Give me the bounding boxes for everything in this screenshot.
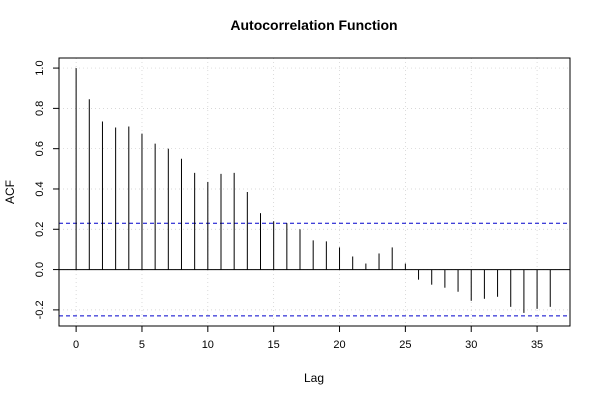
- y-axis-label: ACF: [3, 180, 17, 204]
- y-tick-label: 0.8: [34, 101, 46, 116]
- x-axis-label: Lag: [304, 371, 324, 385]
- x-tick-label: 25: [399, 339, 411, 351]
- x-tick-label: 0: [73, 339, 79, 351]
- x-tick-label: 35: [531, 339, 543, 351]
- confidence-bounds: [59, 222, 570, 317]
- y-tick-label: 0.4: [34, 181, 46, 196]
- x-tick-label: 10: [202, 339, 214, 351]
- y-tick-label: 1.0: [34, 60, 46, 75]
- y-tick-label: -0.2: [34, 300, 46, 319]
- y-tick-label: 0.0: [34, 262, 46, 277]
- y-tick-label: 0.2: [34, 222, 46, 237]
- grid-lines: [59, 58, 570, 326]
- acf-bars: [75, 68, 551, 313]
- x-tick-label: 5: [139, 339, 145, 351]
- axes: 0 5 10 15 20 25 30 35 -0.2 0.0 0.2 0.4 0.6 0.8 1.0: [34, 60, 543, 351]
- x-tick-label: 30: [465, 339, 477, 351]
- plot-frame: [58, 57, 571, 327]
- chart-title: Autocorrelation Function: [230, 17, 397, 33]
- x-tick-label: 15: [268, 339, 280, 351]
- x-tick-label: 20: [333, 339, 345, 351]
- y-tick-label: 0.6: [34, 141, 46, 156]
